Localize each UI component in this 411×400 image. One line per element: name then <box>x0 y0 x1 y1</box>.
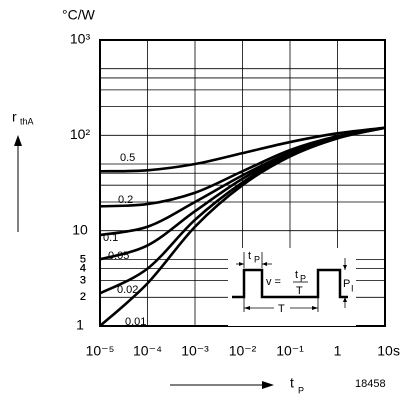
y-label: r thA <box>12 109 34 127</box>
x-tick-label: 1 <box>334 343 342 359</box>
p: P <box>343 278 350 290</box>
y-tick-label: 2 <box>80 291 86 303</box>
curve <box>99 126 386 327</box>
num: t <box>295 269 298 281</box>
y-tick-label: 4 <box>80 263 86 275</box>
y-tick-label: 3 <box>80 274 86 286</box>
y-label-main: r <box>12 109 17 125</box>
x-label-main: t <box>290 375 294 391</box>
curves <box>99 126 386 327</box>
y-tick-label: 3 <box>80 274 86 286</box>
inset-bg <box>228 248 356 326</box>
y-unit: °C/W <box>62 7 96 23</box>
y-tick-label: 4 <box>80 263 86 275</box>
x-tick-label: 10⁻² <box>229 343 257 359</box>
y-tick-label: 10³ <box>70 31 91 47</box>
y-tick-label: 4 <box>80 263 86 275</box>
period: T <box>278 303 285 315</box>
den: T <box>296 285 303 297</box>
y-tick-label: 2 <box>80 291 86 303</box>
y-tick-label: 3 <box>80 274 86 286</box>
x-tick-label: 10⁻¹ <box>276 343 304 359</box>
curve-label: 0.5 <box>120 152 135 164</box>
curve <box>99 126 386 173</box>
num-sub: P <box>300 273 306 283</box>
y-label-sub: thA <box>20 116 34 126</box>
curve-label: 0.2 <box>118 194 133 206</box>
y-tick-label: 1 <box>76 317 84 333</box>
tp: t <box>248 250 251 262</box>
curve-label: 0.1 <box>103 232 118 244</box>
y-tick-label: 2 <box>80 291 86 303</box>
p-sub: I <box>351 283 354 293</box>
x-arrow-head <box>262 381 274 389</box>
y-tick-label: 10² <box>70 126 91 142</box>
y-tick-label: 5 <box>80 253 86 265</box>
y-arrow-head <box>14 135 22 146</box>
figure-number: 18458 <box>355 378 386 390</box>
curve-label: 0.01 <box>125 316 146 328</box>
x-tick-label: 10 <box>377 343 393 359</box>
x-tick-label: 10⁻⁴ <box>133 343 162 359</box>
curve-label: 0.02 <box>117 284 138 296</box>
y-tick-label: 10 <box>72 221 88 237</box>
curve-label: 0.05 <box>108 250 129 262</box>
inset: t P v = t P T T P I <box>228 248 356 326</box>
tp-sub: P <box>254 254 260 264</box>
y-tick-label: 5 <box>80 253 86 265</box>
pulse <box>232 268 348 299</box>
x-label-sub: P <box>298 385 304 395</box>
x-tick-label: 10⁻⁵ <box>86 343 115 359</box>
y-tick-label: 5 <box>80 253 86 265</box>
x-unit: s <box>393 343 400 359</box>
v: v = <box>266 276 281 288</box>
x-tick-label: 10⁻³ <box>181 343 209 359</box>
